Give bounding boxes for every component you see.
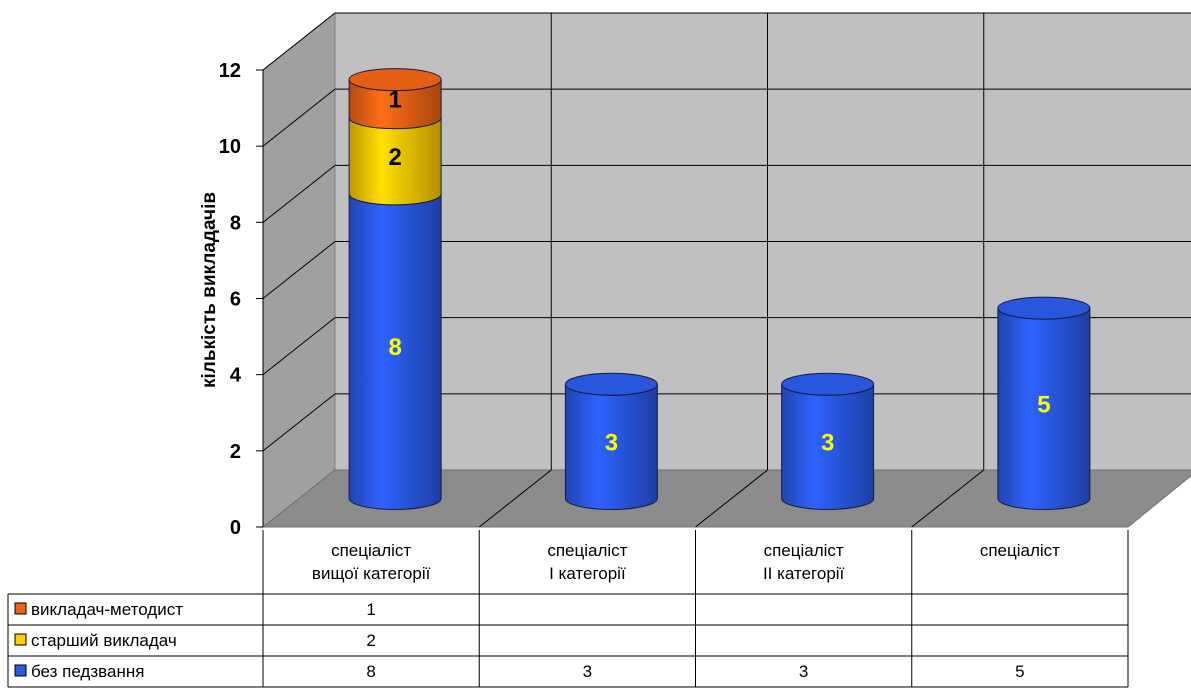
y-axis: кількість викладачів 0 2 4 6 8 10 12 [199,60,264,539]
category-label: ІІ категорії [763,564,845,583]
y-tick-label: 10 [219,136,241,158]
y-tick-label: 2 [230,441,241,463]
y-tick-label: 6 [230,289,241,311]
gridline-side [262,164,336,223]
table-cell: 3 [583,662,592,681]
data-label: 5 [1037,391,1050,418]
data-label: 8 [388,334,401,361]
table-cell: 5 [1015,662,1024,681]
gridline-side [262,317,336,376]
category-label: спеціаліст [764,541,844,560]
data-label: 3 [605,429,618,456]
floor [261,469,1191,528]
bar-top [781,372,875,396]
gridline-side [262,393,336,452]
legend-swatch [14,664,27,677]
data-labels: 8 2 1 3 3 5 [388,87,1050,457]
y-axis-label: кількість викладачів [199,192,220,388]
legend-swatch [14,633,27,646]
bar-top [564,372,658,396]
y-tick-label: 0 [230,517,241,539]
floor-divider [478,469,552,528]
category-label: І категорії [549,564,626,583]
table-cell: 1 [366,600,375,619]
floor-divider [695,469,768,528]
gridline-side [262,12,336,71]
category-label: спеціаліст [547,541,627,560]
data-label: 2 [388,144,401,171]
data-table: спеціаліст вищої категорії спеціаліст І кат… [7,530,1129,688]
data-label: 3 [821,429,834,456]
y-tick-label: 8 [230,212,241,234]
table-cell: 2 [366,631,375,650]
table-cell: 3 [799,662,808,681]
gridline-side [262,241,336,299]
category-label: спеціаліст [331,541,411,560]
category-label: вищої категорії [312,564,431,583]
table-cell: 8 [366,662,375,681]
bars [348,68,1091,511]
gridline-side [262,88,336,147]
bar-top [348,68,442,92]
table-row-name: старший викладач [31,631,177,650]
floor-divider [911,469,985,528]
y-tick-label: 12 [219,60,241,82]
bar-top [997,296,1091,320]
table-row-name: викладач-методист [31,600,183,619]
category-label: спеціаліст [980,541,1060,560]
y-tick-label: 4 [230,365,242,387]
table-row-name: без педзвання [31,662,144,681]
legend-swatch [14,602,27,615]
data-label: 1 [388,87,401,114]
